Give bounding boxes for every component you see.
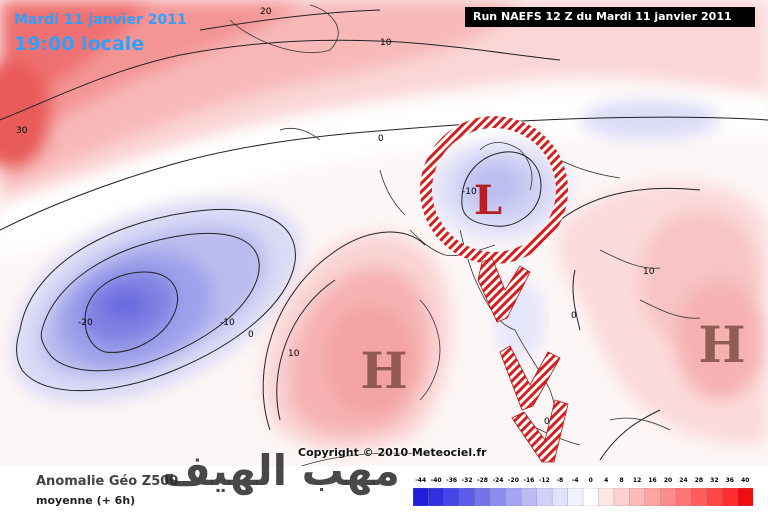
color-scale-tick: -40 xyxy=(430,477,442,484)
arrow-3 xyxy=(511,399,569,463)
color-scale-swatch xyxy=(582,488,600,506)
color-scale-tick: 28 xyxy=(694,477,704,484)
color-scale-swatch xyxy=(721,488,739,506)
forecast-date: Mardi 11 janvier 2011 xyxy=(14,12,187,28)
low-symbol: L xyxy=(474,177,502,224)
color-scale-tick: -24 xyxy=(492,477,504,484)
arrow-1 xyxy=(477,257,531,323)
color-scale-tick: 8 xyxy=(619,477,624,484)
contour-label: 0 xyxy=(378,134,384,144)
color-scale-swatch xyxy=(413,488,430,506)
color-scale-swatch xyxy=(629,488,646,506)
color-scale-swatch xyxy=(443,488,461,506)
color-scale-tick: 4 xyxy=(604,477,609,484)
color-scale-tick: 0 xyxy=(588,477,593,484)
color-scale-swatch xyxy=(490,488,507,506)
color-scale-swatch xyxy=(691,488,708,506)
color-scale-swatch xyxy=(675,488,692,506)
color-scale-tick: -44 xyxy=(415,477,427,484)
color-scale-tick: -36 xyxy=(446,477,458,484)
color-scale-tick: -28 xyxy=(477,477,488,484)
contour-label: 10 xyxy=(380,38,392,48)
color-scale-swatch xyxy=(660,488,677,506)
legend-subtitle: moyenne (+ 6h) xyxy=(36,494,136,507)
color-scale-tick: 32 xyxy=(710,477,719,484)
low-circle xyxy=(420,116,568,264)
contour-label: 10 xyxy=(643,267,655,277)
color-scale-swatch xyxy=(505,488,522,506)
color-scale-tick: 36 xyxy=(725,477,734,484)
color-scale-tick: -16 xyxy=(523,477,535,484)
contour-label: -10 xyxy=(462,187,477,197)
neutral-band xyxy=(0,94,768,260)
negative-anomaly-scandinavia xyxy=(430,100,720,240)
color-scale-swatch xyxy=(706,488,723,506)
contour-label: 20 xyxy=(260,7,272,17)
color-scale-tick: -20 xyxy=(508,477,519,484)
color-scale-tick: -32 xyxy=(461,477,473,484)
contour-label: 0 xyxy=(571,311,577,321)
color-scale-tick: 16 xyxy=(648,477,657,484)
flow-arrows xyxy=(477,257,569,463)
contour-label: -10 xyxy=(220,318,235,328)
color-scale-swatch xyxy=(551,488,569,506)
positive-anomaly-north xyxy=(0,0,768,215)
high-symbol-west: H xyxy=(360,341,407,400)
color-scale-swatch xyxy=(536,488,553,506)
contour-label: 0 xyxy=(248,330,254,340)
color-scale-tick: 40 xyxy=(741,477,750,484)
color-scale-swatch xyxy=(428,488,445,506)
color-scale-swatch xyxy=(737,488,753,506)
color-scale-swatch xyxy=(644,488,661,506)
color-scale-swatch xyxy=(613,488,631,506)
positive-anomaly-east xyxy=(557,181,768,444)
coastlines xyxy=(229,4,701,471)
color-scale-swatch xyxy=(598,488,615,506)
color-scale-tick: -12 xyxy=(538,477,550,484)
color-scale-tick: 12 xyxy=(632,477,642,484)
contour-label: 10 xyxy=(288,349,300,359)
color-scale-tick: 24 xyxy=(679,477,688,484)
watermark-logo: مهب الهيف xyxy=(162,446,400,495)
contour-lines xyxy=(0,9,768,461)
color-scale-labels: -44 -40 -36 -32 -28 -24 -20 -16 -12 -8 -4 0 4 8 12 16 20… xyxy=(413,477,753,487)
arrow-2 xyxy=(499,345,561,411)
color-scale-swatch xyxy=(474,488,491,506)
run-info: Run NAEFS 12 Z du Mardi 11 janvier 2011 xyxy=(465,7,755,27)
color-scale-tick: -8 xyxy=(556,477,564,484)
color-scale xyxy=(413,488,753,506)
contour-label: 0 xyxy=(544,417,550,427)
color-scale-tick: -4 xyxy=(571,477,579,484)
contour-label: 30 xyxy=(16,126,28,136)
contour-label: -20 xyxy=(78,318,93,328)
negative-anomaly-atlantic xyxy=(11,199,302,404)
color-scale-swatch xyxy=(521,488,538,506)
positive-anomaly-iberia xyxy=(263,232,451,452)
high-symbol-east: H xyxy=(698,315,745,374)
color-scale-swatch xyxy=(459,488,476,506)
copyright-notice: Copyright © 2010 Meteociel.fr xyxy=(298,446,487,459)
color-scale-swatch xyxy=(567,488,584,506)
contour-labels: 20 10 30 0 -10 -20 -10 0 10 10 0 0 xyxy=(16,7,655,427)
forecast-time: 19:00 locale xyxy=(14,33,145,55)
color-scale-tick: 20 xyxy=(663,477,673,484)
legend-title: Anomalie Géo Z500 xyxy=(36,474,179,489)
